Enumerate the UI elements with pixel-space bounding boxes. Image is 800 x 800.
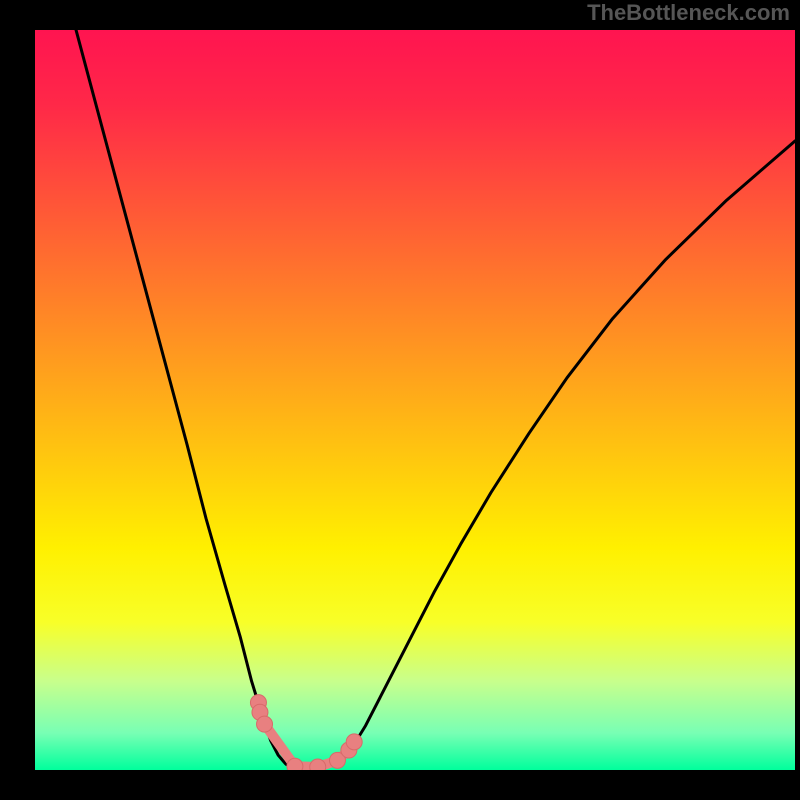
plot-area xyxy=(35,30,795,770)
chart-svg xyxy=(35,30,795,770)
data-marker xyxy=(310,759,326,770)
bottleneck-curve xyxy=(76,30,795,770)
watermark-text: TheBottleneck.com xyxy=(587,0,790,26)
data-marker xyxy=(257,716,273,732)
chart-frame: TheBottleneck.com xyxy=(0,0,800,800)
data-marker xyxy=(287,758,303,770)
data-marker xyxy=(346,734,362,750)
